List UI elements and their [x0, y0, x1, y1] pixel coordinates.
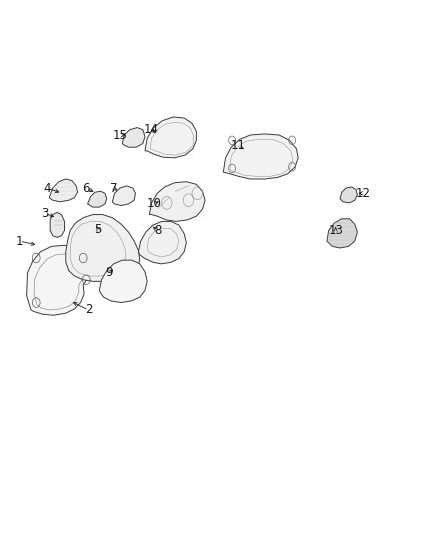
Text: 4: 4: [43, 182, 51, 195]
Polygon shape: [113, 186, 135, 206]
Polygon shape: [149, 182, 205, 221]
Polygon shape: [50, 213, 64, 237]
Text: 15: 15: [112, 128, 127, 141]
Text: 9: 9: [106, 266, 113, 279]
Text: 11: 11: [231, 139, 246, 152]
Polygon shape: [327, 219, 357, 248]
Text: 14: 14: [144, 123, 159, 136]
Text: 12: 12: [356, 187, 371, 200]
Polygon shape: [66, 215, 140, 281]
Polygon shape: [340, 187, 357, 203]
Polygon shape: [88, 191, 107, 207]
Polygon shape: [223, 134, 298, 179]
Text: 3: 3: [41, 207, 49, 220]
Text: 5: 5: [94, 223, 102, 236]
Polygon shape: [99, 260, 147, 303]
Polygon shape: [49, 179, 78, 202]
Polygon shape: [27, 245, 92, 316]
Text: 13: 13: [328, 224, 343, 237]
Polygon shape: [145, 117, 196, 158]
Text: 7: 7: [110, 182, 117, 195]
Polygon shape: [138, 221, 186, 264]
Text: 10: 10: [146, 197, 161, 211]
Text: 6: 6: [82, 182, 90, 195]
Text: 2: 2: [85, 303, 92, 317]
Polygon shape: [122, 127, 145, 147]
Text: 1: 1: [16, 235, 23, 247]
Text: 8: 8: [154, 224, 162, 237]
